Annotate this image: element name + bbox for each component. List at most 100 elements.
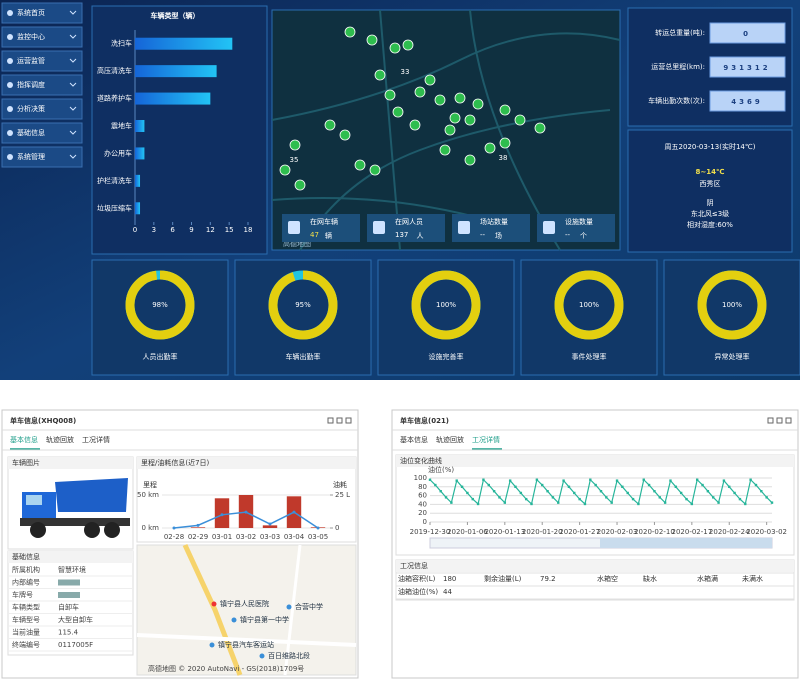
menu-arrow bbox=[69, 34, 77, 39]
window-button[interactable] bbox=[776, 417, 783, 424]
map-pin bbox=[439, 144, 451, 156]
panel-title: 单车信息(021) bbox=[400, 416, 449, 425]
map-label: 合营中学 bbox=[295, 602, 323, 611]
tab[interactable]: 工况详情 bbox=[82, 435, 110, 444]
panel-title: 单车信息(XHQ008) bbox=[10, 416, 76, 425]
map-pin bbox=[392, 106, 404, 118]
truck-wheel bbox=[84, 522, 100, 538]
point bbox=[701, 483, 704, 487]
menu-arrow bbox=[69, 106, 77, 111]
menu-item[interactable] bbox=[1, 146, 83, 168]
map-poi bbox=[231, 617, 237, 623]
map-label: 镇宁县人民医院 bbox=[220, 599, 269, 608]
box-header bbox=[137, 457, 356, 469]
point bbox=[610, 501, 613, 504]
y-tick-label: 0 km bbox=[141, 524, 159, 532]
row-value: 115.4 bbox=[58, 629, 79, 637]
point bbox=[244, 510, 248, 514]
cell-label: 水箱空 bbox=[597, 574, 618, 583]
bar bbox=[135, 202, 141, 215]
y-tick-label: 高压清洗车 bbox=[97, 66, 132, 75]
map-pin bbox=[339, 129, 351, 141]
x-tick-label: 0 bbox=[133, 226, 137, 234]
point bbox=[626, 491, 629, 495]
x-tick-label: 2020-02-17 bbox=[672, 528, 713, 536]
map-label: 镇宁县汽车客运站 bbox=[218, 640, 274, 649]
menu-item[interactable] bbox=[1, 122, 83, 144]
point bbox=[292, 510, 296, 514]
map-poi bbox=[209, 642, 215, 648]
y-tick-label: 80 bbox=[418, 483, 427, 491]
row-label: 当前油量 bbox=[12, 628, 40, 637]
chart-title: 车辆类型（辆） bbox=[151, 11, 200, 20]
menu-item[interactable] bbox=[1, 98, 83, 120]
cell-label: 水箱满 bbox=[697, 574, 718, 583]
point bbox=[487, 483, 490, 487]
box-header bbox=[8, 457, 133, 469]
tab[interactable]: 轨迹回放 bbox=[46, 435, 74, 444]
menu-item[interactable] bbox=[1, 2, 83, 24]
point bbox=[460, 485, 464, 488]
x-tick-label: 2020-01-13 bbox=[484, 528, 525, 536]
window-button[interactable] bbox=[345, 417, 352, 424]
gauge-arc bbox=[697, 270, 767, 340]
map-label: 百日维路北段 bbox=[268, 651, 310, 660]
y-axis-label: 油位(%) bbox=[428, 465, 454, 474]
x-tick-label: 2020-01-27 bbox=[559, 528, 600, 536]
zoom-window[interactable] bbox=[600, 538, 772, 548]
tab[interactable]: 轨迹回放 bbox=[436, 435, 464, 444]
y-tick-label: 100 bbox=[414, 474, 427, 482]
x-tick-label: 15 bbox=[225, 226, 234, 234]
y-tick-label: 20 bbox=[418, 509, 427, 517]
window-button[interactable] bbox=[336, 417, 343, 424]
menu-item[interactable] bbox=[1, 26, 83, 48]
window-button[interactable] bbox=[785, 417, 792, 424]
cluster-label: 38 bbox=[499, 154, 508, 162]
menu-item[interactable] bbox=[1, 50, 83, 72]
tab[interactable]: 基本信息 bbox=[10, 435, 38, 444]
gauge-arc bbox=[411, 270, 481, 340]
point bbox=[663, 501, 667, 504]
tab[interactable]: 基本信息 bbox=[400, 435, 428, 444]
menu-arrow bbox=[69, 154, 77, 159]
menu-arrow bbox=[69, 10, 77, 15]
window-button[interactable] bbox=[767, 417, 774, 424]
gauge-name: 设施完善率 bbox=[429, 352, 464, 361]
box-title: 工况信息 bbox=[400, 561, 428, 570]
x-tick-label: 3 bbox=[152, 226, 156, 234]
menu-icon bbox=[7, 34, 13, 40]
x-tick-label: 03-02 bbox=[236, 533, 256, 541]
window-button[interactable] bbox=[327, 417, 334, 424]
stat-label: 场站数量 bbox=[480, 217, 508, 226]
menu-item[interactable] bbox=[1, 74, 83, 96]
point bbox=[717, 501, 720, 504]
row-label: 车辆类型 bbox=[12, 603, 40, 612]
gauge-value: 100% bbox=[579, 301, 599, 309]
stat-icon bbox=[288, 221, 300, 234]
point bbox=[733, 491, 736, 495]
map-pin bbox=[454, 92, 466, 104]
point bbox=[562, 479, 565, 482]
x-tick-label: 03-03 bbox=[260, 533, 280, 541]
point bbox=[196, 523, 200, 527]
x-tick-label: 03-05 bbox=[308, 533, 328, 541]
cell-label: 剩余油量(L) bbox=[484, 574, 522, 583]
stat-unit: 辆 bbox=[325, 231, 332, 240]
x-tick-label: 2020-03-02 bbox=[746, 528, 787, 536]
point bbox=[637, 502, 640, 506]
menu-icon bbox=[7, 130, 13, 136]
stat-value: -- bbox=[480, 231, 486, 239]
point bbox=[728, 485, 731, 488]
tab[interactable]: 工况详情 bbox=[472, 435, 500, 444]
x-tick-label: 2020-01-06 bbox=[447, 528, 488, 536]
gauge-name: 事件处理率 bbox=[572, 352, 607, 361]
x-tick-label: 02-29 bbox=[188, 533, 208, 541]
table-row bbox=[395, 585, 795, 600]
point bbox=[695, 478, 699, 481]
cell-value: 180 bbox=[443, 575, 456, 583]
map-poi bbox=[259, 653, 265, 659]
y-tick-label: 洗扫车 bbox=[111, 39, 132, 48]
y-axis-label: 里程 bbox=[143, 480, 157, 489]
menu-arrow bbox=[69, 130, 77, 135]
cluster-label: 33 bbox=[401, 68, 410, 76]
